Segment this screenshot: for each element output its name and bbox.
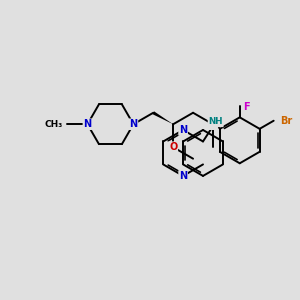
Text: N: N	[179, 171, 187, 181]
Text: F: F	[243, 102, 250, 112]
Text: O: O	[169, 142, 177, 152]
Polygon shape	[152, 111, 173, 124]
Text: Br: Br	[280, 116, 292, 126]
Text: NH: NH	[208, 117, 223, 126]
Text: CH₃: CH₃	[44, 120, 62, 129]
Text: O: O	[209, 119, 217, 129]
Text: N: N	[83, 119, 92, 129]
Text: N: N	[179, 125, 187, 135]
Text: N: N	[129, 119, 137, 129]
